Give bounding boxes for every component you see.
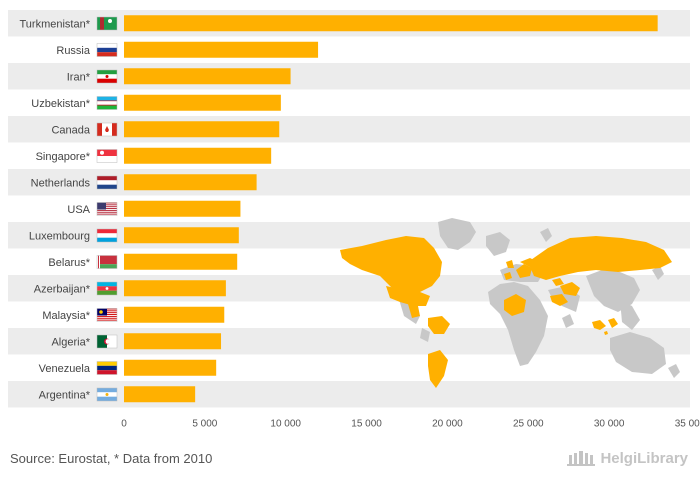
bar-chart: Turkmenistan* Russia Iran* Uzbekistan* Canad… [8, 10, 700, 430]
category-label: Algeria* [51, 336, 90, 348]
singapore-flag-icon [96, 149, 118, 163]
category-label: Argentina* [39, 389, 91, 401]
brand-logo: HelgiLibrary [566, 449, 688, 467]
source-note: Source: Eurostat, * Data from 2010 [10, 451, 213, 466]
row-stripe [8, 116, 690, 143]
x-tick-label: 30 000 [594, 419, 625, 430]
russia-flag-icon [96, 43, 118, 57]
row-stripe [8, 169, 690, 196]
bar [124, 94, 281, 111]
bar [124, 227, 239, 244]
bar [124, 253, 238, 270]
bar [124, 15, 658, 32]
turkmenistan-flag-icon [96, 16, 118, 31]
bar [124, 121, 280, 138]
world-map-icon [340, 218, 680, 388]
bar [124, 386, 196, 403]
x-tick-label: 5 000 [192, 419, 217, 430]
category-label: Russia [56, 45, 91, 57]
malaysia-flag-icon [96, 308, 118, 322]
row-stripe [8, 381, 690, 408]
uzbekistan-flag-icon [96, 96, 118, 110]
row-stripe [8, 328, 690, 355]
category-label: Luxembourg [29, 230, 90, 242]
bar [124, 200, 241, 217]
bar [124, 174, 257, 191]
category-label: Venezuela [39, 363, 91, 375]
category-label: Iran* [67, 71, 91, 83]
usa-flag-icon [96, 202, 118, 216]
azerbaijan-flag-icon [96, 281, 118, 296]
bar [124, 333, 222, 350]
bar [124, 41, 319, 58]
x-tick-label: 0 [121, 419, 127, 430]
bar [124, 359, 217, 376]
category-label: Belarus* [48, 257, 90, 269]
x-tick-label: 15 000 [351, 419, 382, 430]
brand-name: HelgiLibrary [600, 449, 688, 467]
category-label: Singapore* [36, 151, 91, 163]
luxembourg-flag-icon [96, 228, 118, 243]
bar [124, 306, 225, 323]
x-tick-label: 10 000 [270, 419, 301, 430]
category-label: Turkmenistan* [19, 18, 90, 30]
bar [124, 147, 272, 164]
category-label: USA [67, 204, 90, 216]
argentina-flag-icon [96, 387, 118, 402]
library-building-icon [567, 451, 596, 466]
algeria-flag-icon [96, 334, 118, 349]
x-tick-label: 20 000 [432, 419, 463, 430]
netherlands-flag-icon [96, 175, 118, 190]
iran-flag-icon [96, 69, 118, 84]
bar [124, 68, 291, 85]
belarus-flag-icon [96, 255, 118, 269]
category-label: Uzbekistan* [31, 98, 90, 110]
category-label: Netherlands [31, 177, 91, 189]
row-stripe [8, 63, 690, 90]
x-tick-label: 35 000 [675, 419, 700, 430]
venezuela-flag-icon [96, 361, 118, 375]
x-tick-label: 25 000 [513, 419, 544, 430]
category-label: Canada [51, 124, 90, 136]
canada-flag-icon [96, 122, 118, 137]
category-label: Azerbaijan* [34, 283, 91, 295]
category-label: Malaysia* [42, 310, 90, 322]
bar [124, 280, 226, 297]
